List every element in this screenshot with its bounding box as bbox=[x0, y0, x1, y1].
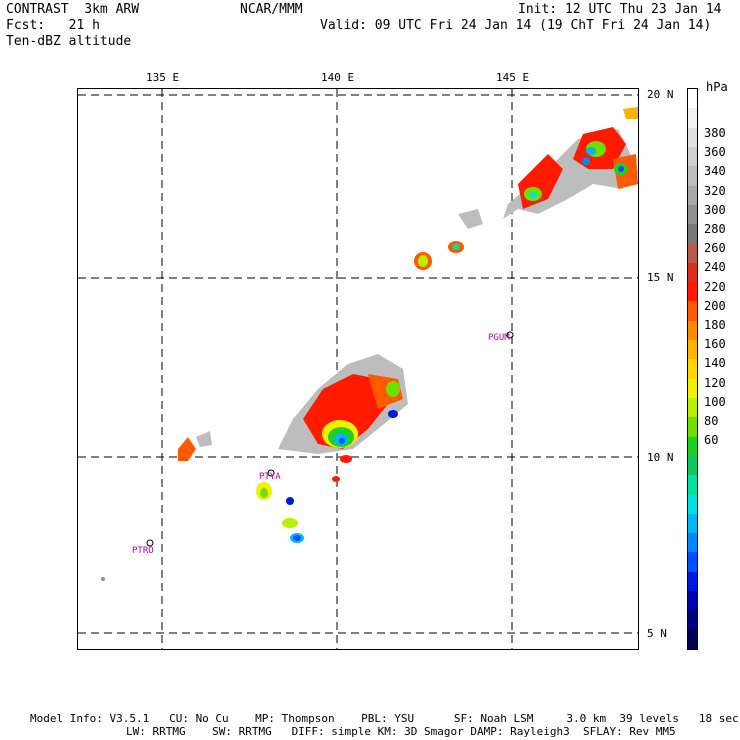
colorbar-swatch bbox=[688, 166, 697, 187]
cell-c-red3 bbox=[332, 476, 340, 482]
colorbar-label: 60 bbox=[704, 433, 719, 448]
lat-label-10: 10 N bbox=[647, 451, 674, 464]
colorbar-swatch bbox=[688, 262, 697, 283]
colorbar-swatch bbox=[688, 494, 697, 515]
cell-ne-cyan2 bbox=[529, 192, 537, 198]
colorbar-label: 240 bbox=[704, 260, 726, 275]
institution: NCAR/MMM bbox=[240, 2, 303, 17]
colorbar-swatch bbox=[688, 629, 697, 650]
colorbar-swatch bbox=[688, 127, 697, 148]
colorbar-unit: hPa bbox=[706, 80, 728, 94]
colorbar-swatch bbox=[688, 282, 697, 302]
field-name: Ten-dBZ altitude bbox=[6, 34, 132, 49]
gridlines bbox=[78, 89, 638, 649]
lat-label-5: 5 N bbox=[647, 627, 667, 640]
colorbar-label: 160 bbox=[704, 337, 726, 352]
lat-label-20: 20 N bbox=[647, 88, 674, 101]
forecast-hour: Fcst: 21 h bbox=[6, 18, 100, 33]
station-marker-ptya bbox=[267, 469, 275, 477]
colorbar-swatch bbox=[688, 417, 697, 438]
colorbar-swatch bbox=[688, 146, 697, 167]
colorbar-swatch bbox=[688, 204, 697, 225]
cell-c-red2 bbox=[340, 455, 352, 463]
cell-ne-cyan1 bbox=[586, 147, 596, 155]
colorbar-label: 300 bbox=[704, 202, 726, 217]
cell-w-grey bbox=[196, 431, 212, 447]
colorbar-label: 180 bbox=[704, 318, 726, 332]
colorbar-swatch bbox=[688, 455, 697, 476]
model-info-line1: Model Info: V3.5.1 CU: No Cu MP: Thompso… bbox=[30, 712, 739, 725]
map-panel: PGUM PTYA PTRO bbox=[77, 88, 639, 650]
colorbar-swatch bbox=[688, 243, 697, 264]
cell-ne-blue3 bbox=[582, 157, 590, 165]
cell-mid-grey bbox=[458, 209, 483, 229]
colorbar-swatch bbox=[688, 340, 697, 360]
cell-w-green bbox=[260, 488, 268, 498]
init-time: Init: 12 UTC Thu 23 Jan 14 bbox=[518, 2, 722, 17]
reflectivity-cells bbox=[101, 107, 638, 581]
colorbar-swatch bbox=[688, 475, 697, 495]
colorbar-label: 100 bbox=[704, 394, 726, 409]
lon-label-145: 145 E bbox=[496, 71, 530, 84]
station-marker-ptro bbox=[146, 539, 154, 547]
lon-label-135: 135 E bbox=[146, 71, 180, 84]
colorbar-swatch bbox=[688, 320, 697, 341]
cell-mid-cyan bbox=[452, 244, 460, 250]
colorbar-swatch bbox=[688, 301, 697, 322]
cell-mid-green bbox=[418, 255, 428, 267]
colorbar-label: 80 bbox=[704, 414, 719, 428]
lon-label-140: 140 E bbox=[321, 71, 355, 84]
cell-sw-dot bbox=[101, 577, 105, 581]
station-label-ptro: PTRO bbox=[132, 546, 154, 556]
colorbar-label: 120 bbox=[704, 375, 726, 390]
station-label-pgum: PGUM bbox=[488, 333, 510, 343]
colorbar-swatch bbox=[688, 610, 697, 631]
colorbar-label: 200 bbox=[704, 298, 726, 313]
model-info-line2: LW: RRTMG SW: RRTMG DIFF: simple KM: 3D … bbox=[126, 725, 676, 738]
colorbar-label: 340 bbox=[704, 164, 726, 179]
colorbar-label: 280 bbox=[704, 222, 726, 236]
cell-ne-edge bbox=[623, 107, 638, 119]
colorbar-swatch bbox=[688, 108, 697, 129]
colorbar-label: 140 bbox=[704, 356, 726, 371]
cell-w-yellow2 bbox=[282, 518, 298, 528]
cell-c-blue2 bbox=[388, 410, 398, 418]
colorbar-swatch bbox=[688, 591, 697, 611]
colorbar-swatch bbox=[688, 533, 697, 553]
colorbar-swatch bbox=[688, 397, 697, 418]
colorbar-label: 320 bbox=[704, 183, 726, 198]
cell-ne-blue2 bbox=[618, 166, 624, 172]
station-label-ptya: PTYA bbox=[259, 472, 281, 482]
cell-w-blue2 bbox=[293, 535, 301, 541]
lat-label-15: 15 N bbox=[647, 271, 674, 284]
colorbar-swatch bbox=[688, 436, 697, 457]
colorbar-swatch bbox=[688, 571, 697, 592]
colorbar-label: 220 bbox=[704, 279, 726, 294]
colorbar-swatch bbox=[688, 552, 697, 573]
colorbar-swatch bbox=[688, 359, 697, 380]
colorbar-label: 380 bbox=[704, 126, 726, 140]
colorbar bbox=[687, 88, 698, 650]
station-marker-pgum bbox=[506, 331, 514, 339]
cell-w-red bbox=[178, 437, 196, 461]
colorbar-swatch bbox=[688, 185, 697, 206]
colorbar-label: 360 bbox=[704, 145, 726, 160]
cell-w-blue bbox=[286, 497, 294, 505]
valid-time: Valid: 09 UTC Fri 24 Jan 14 (19 ChT Fri … bbox=[320, 18, 712, 33]
station-markers bbox=[146, 331, 514, 547]
cell-c-green2 bbox=[386, 381, 400, 397]
colorbar-label: 260 bbox=[704, 241, 726, 256]
colorbar-swatch bbox=[688, 224, 697, 244]
colorbar-swatch bbox=[688, 378, 697, 399]
cell-c-blue bbox=[339, 438, 345, 444]
colorbar-swatch bbox=[688, 89, 697, 109]
colorbar-swatch bbox=[688, 513, 697, 534]
run-title: CONTRAST 3km ARW bbox=[6, 2, 140, 17]
